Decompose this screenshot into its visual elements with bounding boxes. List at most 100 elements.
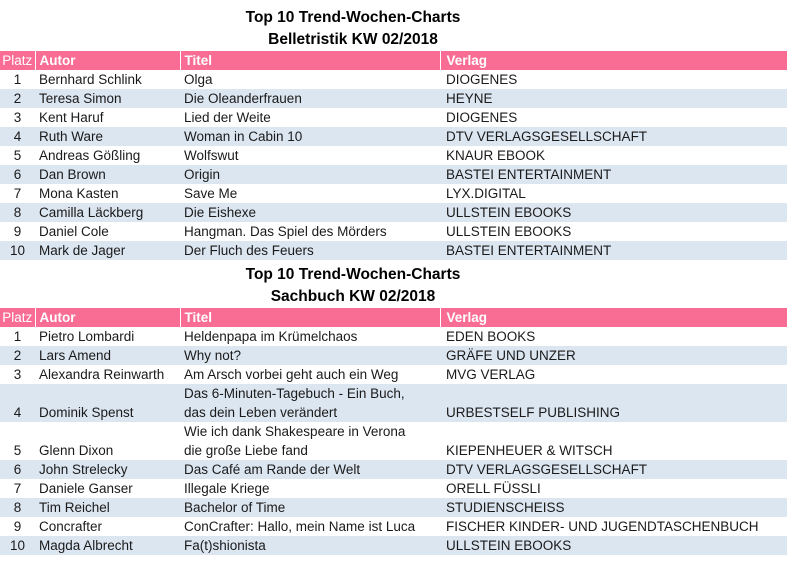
cell-platz: 8	[13, 205, 22, 220]
cell-autor: Teresa Simon	[39, 91, 122, 106]
header-row: Platz Autor Titel Verlag	[0, 51, 787, 70]
cell-platz: 4	[13, 129, 22, 144]
cell-platz: 1	[13, 329, 22, 344]
cell-autor: Mark de Jager	[39, 243, 126, 258]
table-row: 5 Andreas Gößling Wolfswut KNAUR EBOOK	[0, 146, 787, 165]
table-row: 3 Kent Haruf Lied der Weite DIOGENES	[0, 108, 787, 127]
cell-verlag: URBESTSELF PUBLISHING	[446, 405, 621, 420]
cell-titel: Die Oleanderfrauen	[184, 91, 302, 106]
table-row: 5 Glenn Dixon Wie ich dank Shakespeare i…	[0, 422, 787, 460]
sachbuch-table-body: 1 Pietro Lombardi Heldenpapa im Krümelch…	[0, 327, 787, 555]
cell-titel: Illegale Kriege	[184, 481, 270, 496]
column-header-platz: Platz	[0, 308, 35, 327]
cell-titel: Am Arsch vorbei geht auch ein Weg	[184, 367, 399, 382]
column-header-verlag: Verlag	[439, 308, 787, 327]
cell-platz: 7	[13, 481, 22, 496]
cell-titel: Lied der Weite	[184, 110, 271, 125]
cell-verlag: KNAUR EBOOK	[446, 148, 546, 163]
column-header-autor: Autor	[34, 308, 180, 327]
cell-autor: Camilla Läckberg	[39, 205, 144, 220]
table-row: 2 Teresa Simon Die Oleanderfrauen HEYNE	[0, 89, 787, 108]
cell-platz: 4	[13, 405, 22, 420]
cell-titel: ConCrafter: Hallo, mein Name ist Luca	[184, 519, 416, 534]
title-line-1: Top 10 Trend-Wochen-Charts	[245, 266, 461, 283]
cell-platz: 5	[13, 443, 22, 458]
belletristik-table-body: 1 Bernhard Schlink Olga DIOGENES 2 Teres…	[0, 70, 787, 260]
cell-titel: Das Café am Rande der Welt	[184, 462, 361, 477]
cell-autor: Daniel Cole	[39, 224, 109, 239]
column-header-verlag: Verlag	[439, 51, 787, 70]
column-header-titel: Titel	[179, 51, 440, 70]
cell-platz: 9	[13, 224, 22, 239]
cell-titel: Woman in Cabin 10	[184, 129, 303, 144]
sachbuch-section: Top 10 Trend-Wochen-Charts Sachbuch KW 0…	[0, 260, 787, 555]
table-row: 10 Magda Albrecht Fa(t)shionista ULLSTEI…	[0, 536, 787, 555]
cell-platz: 10	[9, 243, 26, 258]
table-row: 3 Alexandra Reinwarth Am Arsch vorbei ge…	[0, 365, 787, 384]
table-row: 9 Concrafter ConCrafter: Hallo, mein Nam…	[0, 517, 787, 536]
cell-platz: 8	[13, 500, 22, 515]
table-row: 9 Daniel Cole Hangman. Das Spiel des Mör…	[0, 222, 787, 241]
cell-autor: Lars Amend	[39, 348, 112, 363]
cell-autor: Magda Albrecht	[39, 538, 133, 553]
cell-titel: Hangman. Das Spiel des Mörders	[184, 224, 387, 239]
cell-titel: Origin	[184, 167, 221, 182]
cell-titel: Bachelor of Time	[184, 500, 286, 515]
cell-verlag: ULLSTEIN EBOOKS	[446, 538, 572, 553]
belletristik-section: Top 10 Trend-Wochen-Charts Belletristik …	[0, 0, 787, 260]
cell-autor: Bernhard Schlink	[39, 72, 142, 87]
cell-autor: Kent Haruf	[39, 110, 104, 125]
cell-verlag: STUDIENSCHEISS	[446, 500, 565, 515]
table-row: 1 Pietro Lombardi Heldenpapa im Krümelch…	[0, 327, 787, 346]
table-row: 6 John Strelecky Das Café am Rande der W…	[0, 460, 787, 479]
cell-titel: Die Eishexe	[184, 205, 257, 220]
cell-verlag: FISCHER KINDER- UND JUGENDTASCHENBUCH	[446, 519, 759, 534]
cell-platz: 3	[13, 110, 22, 125]
cell-verlag: EDEN BOOKS	[446, 329, 536, 344]
cell-platz: 6	[13, 462, 22, 477]
cell-verlag: DIOGENES	[446, 110, 518, 125]
cell-verlag: ULLSTEIN EBOOKS	[446, 224, 572, 239]
column-header-titel: Titel	[179, 308, 440, 327]
cell-autor: Pietro Lombardi	[39, 329, 135, 344]
table-row: 8 Tim Reichel Bachelor of Time STUDIENSC…	[0, 498, 787, 517]
cell-autor: Alexandra Reinwarth	[39, 367, 165, 382]
table-row: 7 Daniele Ganser Illegale Kriege ORELL F…	[0, 479, 787, 498]
cell-autor: Dominik Spenst	[39, 405, 134, 420]
cell-platz: 2	[13, 348, 22, 363]
cell-autor: Ruth Ware	[39, 129, 104, 144]
table-row: 4 Ruth Ware Woman in Cabin 10 DTV VERLAG…	[0, 127, 787, 146]
cell-verlag: BASTEI ENTERTAINMENT	[446, 243, 612, 258]
cell-platz: 7	[13, 186, 22, 201]
table-row: 7 Mona Kasten Save Me LYX.DIGITAL	[0, 184, 787, 203]
cell-platz: 2	[13, 91, 22, 106]
cell-verlag: GRÄFE UND UNZER	[446, 348, 576, 363]
table-row: 1 Bernhard Schlink Olga DIOGENES	[0, 70, 787, 89]
cell-autor: John Strelecky	[39, 462, 128, 477]
cell-titel: Der Fluch des Feuers	[184, 243, 314, 258]
cell-platz: 5	[13, 148, 22, 163]
cell-verlag: HEYNE	[446, 91, 493, 106]
cell-autor: Glenn Dixon	[39, 443, 114, 458]
cell-verlag: ORELL FÜSSLI	[446, 481, 541, 496]
column-header-platz: Platz	[0, 51, 35, 70]
cell-titel: Fa(t)shionista	[184, 538, 266, 553]
cell-autor: Mona Kasten	[39, 186, 119, 201]
table-row: 10 Mark de Jager Der Fluch des Feuers BA…	[0, 241, 787, 260]
cell-autor: Andreas Gößling	[39, 148, 141, 163]
table-row: 2 Lars Amend Why not? GRÄFE UND UNZER	[0, 346, 787, 365]
cell-titel: Wolfswut	[184, 148, 239, 163]
cell-platz: 6	[13, 167, 22, 182]
table-row: 6 Dan Brown Origin BASTEI ENTERTAINMENT	[0, 165, 787, 184]
table-row: 8 Camilla Läckberg Die Eishexe ULLSTEIN …	[0, 203, 787, 222]
cell-verlag: BASTEI ENTERTAINMENT	[446, 167, 612, 182]
cell-titel: Olga	[184, 72, 213, 87]
cell-titel: Why not?	[184, 348, 242, 363]
cell-titel: Save Me	[184, 186, 238, 201]
cell-verlag: LYX.DIGITAL	[446, 186, 526, 201]
title-line-2: Sachbuch KW 02/2018	[270, 288, 436, 305]
cell-verlag: DIOGENES	[446, 72, 518, 87]
cell-platz: 9	[13, 519, 22, 534]
table-row: 4 Dominik Spenst Das 6-Minuten-Tagebuch …	[0, 384, 787, 422]
